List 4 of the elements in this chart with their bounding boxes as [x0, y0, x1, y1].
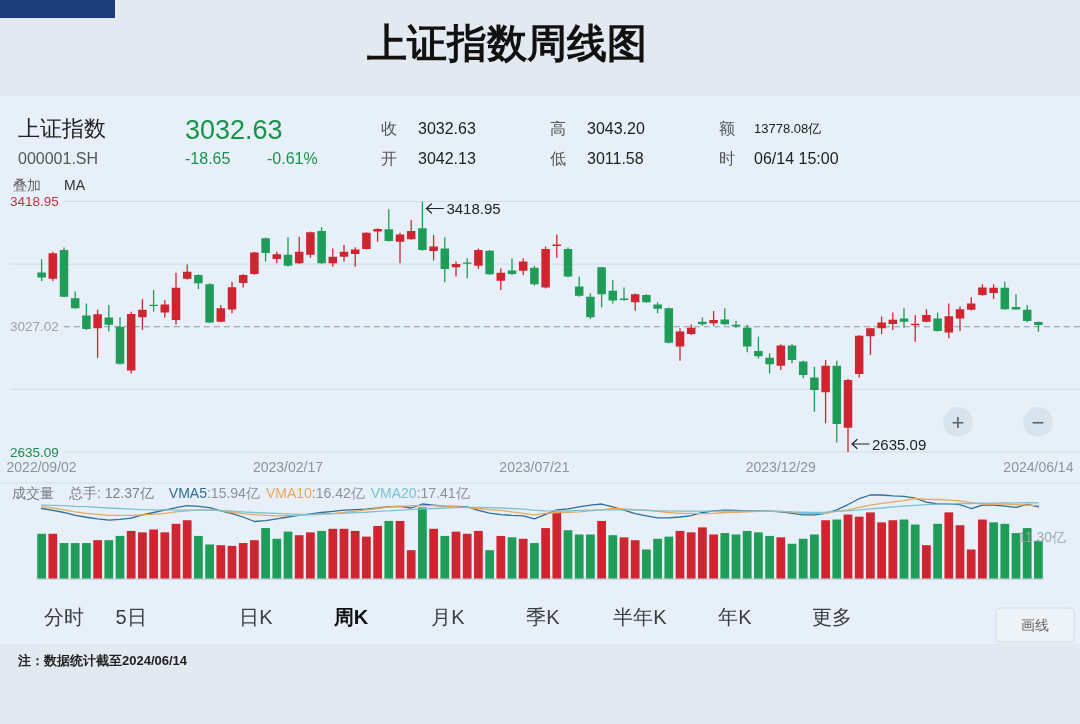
annotation: 2635.09	[872, 435, 927, 453]
annotation: 3418.95	[446, 200, 501, 217]
note: 注：数据统计截至2024/06/14	[18, 652, 188, 668]
title: 上证指数周线图	[367, 21, 647, 65]
